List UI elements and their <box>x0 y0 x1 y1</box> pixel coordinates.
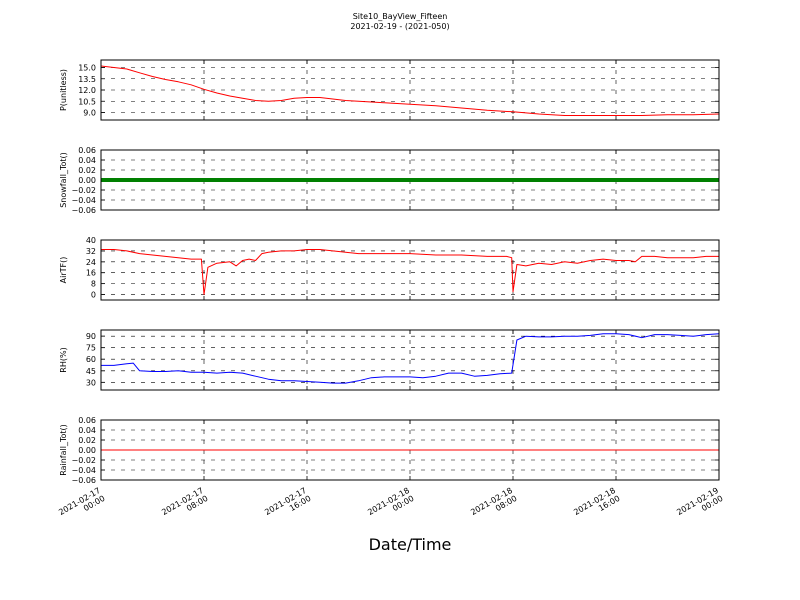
y-tick-label: 45 <box>86 367 96 376</box>
plot-frame <box>100 149 720 211</box>
x-tick-label: 2021-02-1900:00 <box>675 486 724 525</box>
y-tick-label: −0.02 <box>71 456 96 465</box>
x-tick-label: 2021-02-1700:00 <box>57 486 106 525</box>
y-tick-label: 75 <box>86 344 96 353</box>
y-tick-label: 32 <box>86 247 96 256</box>
x-tick-label: 2021-02-1716:00 <box>263 486 312 525</box>
y-tick-label: 12.0 <box>78 86 96 95</box>
y-tick-label: 30 <box>86 378 96 387</box>
subplot-2: −0.06−0.04−0.020.000.020.040.06 Snowfall_… <box>59 146 720 215</box>
y-tick-label: 16 <box>86 269 96 278</box>
y-tick-label: 0 <box>91 291 96 300</box>
plot-frame <box>100 59 720 121</box>
y-axis-label: RH(%) <box>59 347 68 372</box>
x-axis-tick-labels: 2021-02-1700:00 2021-02-1708:00 2021-02-17… <box>57 486 724 525</box>
y-tick-label: −0.04 <box>71 466 96 475</box>
plot-frame <box>100 329 720 391</box>
y-tick-label: 0.02 <box>78 436 96 445</box>
series-line <box>101 249 719 295</box>
x-tick-label: 2021-02-1800:00 <box>366 486 415 525</box>
y-tick-label: 0.04 <box>78 156 96 165</box>
subplot-1: 9.0 10.5 12.0 13.5 15.0 P(unitless) <box>59 59 720 121</box>
y-tick-label: 40 <box>86 236 96 245</box>
y-tick-label: 0.00 <box>78 176 96 185</box>
y-tick-label: 0.00 <box>78 446 96 455</box>
y-tick-label: 24 <box>86 258 96 267</box>
plot-frame <box>100 239 720 301</box>
y-tick-label: 9.0 <box>83 109 96 118</box>
subplots: 9.010.512.013.515.0P(unitless)−0.06−0.04… <box>59 59 720 485</box>
y-tick-label: 0.04 <box>78 426 96 435</box>
y-tick-label: −0.06 <box>71 476 96 485</box>
x-tick-label: 2021-02-1708:00 <box>160 486 209 525</box>
subplot-3: 0 8 16 24 32 40 AirTF() <box>59 236 720 301</box>
y-axis-label: P(unitless) <box>59 69 68 111</box>
y-tick-label: −0.02 <box>71 186 96 195</box>
x-tick-label: 2021-02-1808:00 <box>469 486 518 525</box>
y-tick-label: 90 <box>86 332 96 341</box>
y-tick-label: 0.06 <box>78 146 96 155</box>
y-tick-label: 0.06 <box>78 416 96 425</box>
y-axis-label: AirTF() <box>59 257 68 284</box>
y-tick-label: 8 <box>91 280 96 289</box>
plot-frame <box>100 419 720 481</box>
subplot-5: −0.06−0.04−0.020.000.020.040.06 Rainfall_… <box>59 416 720 485</box>
series-line <box>101 333 720 384</box>
series-line <box>100 65 720 116</box>
y-tick-label: 0.02 <box>78 166 96 175</box>
y-tick-label: −0.06 <box>71 206 96 215</box>
y-tick-label: 15.0 <box>78 64 96 73</box>
y-axis-label: Rainfall_Tot() <box>59 424 68 476</box>
figure-subtitle: 2021-02-19 - (2021-050) <box>350 22 449 31</box>
y-tick-label: 10.5 <box>78 97 96 106</box>
figure-title: Site10_BayView_Fifteen <box>353 12 448 21</box>
x-axis-label: Date/Time <box>369 535 452 554</box>
x-tick-label: 2021-02-1816:00 <box>572 486 621 525</box>
y-tick-label: 13.5 <box>78 75 96 84</box>
subplot-4: 30 45 60 75 90 RH(%) <box>59 329 720 391</box>
y-tick-label: 60 <box>86 355 96 364</box>
y-axis-label: Snowfall_Tot() <box>59 152 68 208</box>
y-tick-label: −0.04 <box>71 196 96 205</box>
